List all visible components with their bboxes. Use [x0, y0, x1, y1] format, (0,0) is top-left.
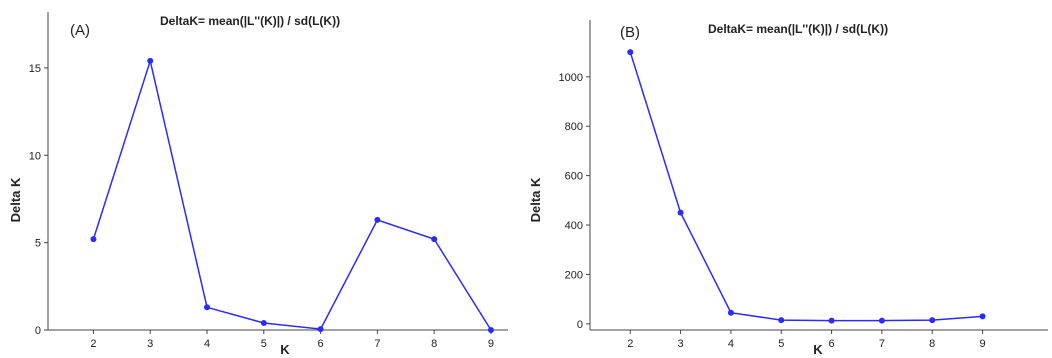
panel-a-xtick-label: 3: [147, 338, 153, 350]
panel-a-points: [90, 57, 494, 333]
panel-b-data-point: [929, 317, 936, 324]
panel-b-xtick-label: 3: [678, 338, 684, 350]
panel-a-data-point: [487, 327, 494, 333]
panel-b-points: [627, 49, 986, 324]
panel-a-xtick-label: 8: [431, 338, 437, 350]
panel-a-xtick-label: 9: [488, 338, 494, 350]
panel-b-data-point: [677, 209, 684, 216]
panel-a-xtick-label: 5: [261, 338, 267, 350]
panel-b-ylabel: Delta K: [528, 177, 543, 222]
panel-b-ytick-label: 800: [565, 121, 583, 133]
panel-a-data-point: [147, 57, 154, 64]
panel-b-xtick-label: 8: [929, 338, 935, 350]
panel-b-data-point: [878, 317, 885, 324]
panel-b-label: (B): [620, 24, 640, 41]
panel-a-data-point: [90, 236, 97, 243]
panel-a: (A) DeltaK= mean(|L''(K)|) / sd(L(K)) De…: [8, 12, 508, 357]
panel-b-data-point: [727, 309, 734, 316]
panel-a-xtick-label: 2: [90, 338, 96, 350]
panel-a-data-point: [374, 216, 381, 223]
panel-b: (B) DeltaK= mean(|L''(K)|) / sd(L(K)) De…: [528, 20, 1048, 357]
panel-b-formula: DeltaK= mean(|L''(K)|) / sd(L(K)): [708, 22, 888, 36]
panel-b-xtick-label: 5: [778, 338, 784, 350]
panel-a-ticks: 2 3 4 5 6 7 8 9 0 5 10 15: [29, 63, 494, 350]
panel-a-xtick-label: 4: [204, 338, 210, 350]
panel-a-ylabel: Delta K: [8, 177, 23, 222]
panel-a-formula: DeltaK= mean(|L''(K)|) / sd(L(K)): [160, 14, 340, 28]
panel-a-data-point: [431, 236, 438, 243]
panel-a-ytick-label: 10: [29, 150, 41, 162]
panel-a-ytick-label: 15: [29, 63, 41, 75]
panel-a-label: (A): [70, 22, 90, 39]
panel-b-ytick-label: 400: [565, 220, 583, 232]
panel-b-ytick-label: 200: [565, 269, 583, 281]
panel-a-data-point: [260, 320, 267, 327]
panel-b-xtick-label: 4: [728, 338, 734, 350]
panel-a-data-point: [317, 326, 324, 333]
panel-b-data-point: [828, 317, 835, 324]
panel-b-xtick-label: 6: [829, 338, 835, 350]
panel-b-ticks: 2 3 4 5 6 7 8 9 0 200 400 600 800 1000: [559, 72, 986, 350]
panel-b-ytick-label: 0: [577, 319, 583, 331]
panel-b-data-point: [778, 317, 785, 324]
panel-a-data-point: [204, 304, 211, 311]
panel-b-series-line: [629, 51, 983, 322]
panel-a-xlabel: K: [280, 342, 290, 357]
panel-a-xtick-label: 7: [374, 338, 380, 350]
panel-b-data-point: [627, 49, 634, 56]
panel-a-xtick-label: 6: [318, 338, 324, 350]
panel-b-xtick-label: 7: [879, 338, 885, 350]
panel-b-ytick-label: 600: [565, 171, 583, 183]
panel-b-xlabel: K: [813, 342, 823, 357]
panel-b-data-point: [979, 313, 986, 320]
panel-b-xtick-label: 9: [980, 338, 986, 350]
panel-b-ytick-label: 1000: [559, 72, 583, 84]
panel-a-ytick-label: 0: [35, 325, 41, 337]
panel-a-series-line: [92, 58, 492, 331]
panel-b-xtick-label: 2: [627, 338, 633, 350]
panel-a-ytick-label: 5: [35, 238, 41, 250]
